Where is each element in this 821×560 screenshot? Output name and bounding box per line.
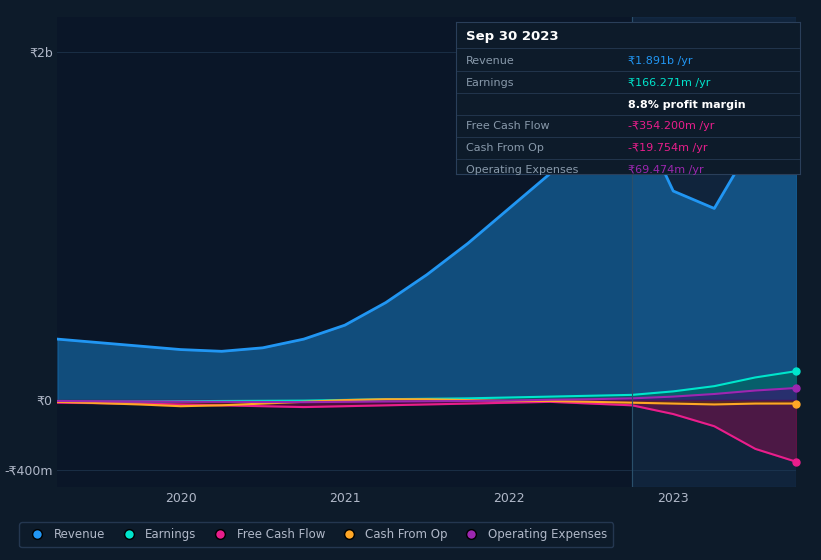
Text: 8.8% profit margin: 8.8% profit margin [628, 100, 745, 110]
Text: Revenue: Revenue [466, 55, 515, 66]
Text: Operating Expenses: Operating Expenses [466, 165, 578, 175]
Text: -₹19.754m /yr: -₹19.754m /yr [628, 143, 708, 153]
Text: Earnings: Earnings [466, 78, 515, 87]
Text: ₹69.474m /yr: ₹69.474m /yr [628, 165, 704, 175]
Text: Sep 30 2023: Sep 30 2023 [466, 30, 558, 43]
Bar [632, 17, 796, 487]
Text: ₹166.271m /yr: ₹166.271m /yr [628, 78, 710, 87]
Text: -₹354.200m /yr: -₹354.200m /yr [628, 122, 714, 132]
Text: Cash From Op: Cash From Op [466, 143, 544, 153]
Legend: Revenue, Earnings, Free Cash Flow, Cash From Op, Operating Expenses: Revenue, Earnings, Free Cash Flow, Cash … [20, 522, 612, 547]
Text: ₹1.891b /yr: ₹1.891b /yr [628, 55, 693, 66]
Text: Free Cash Flow: Free Cash Flow [466, 122, 549, 132]
